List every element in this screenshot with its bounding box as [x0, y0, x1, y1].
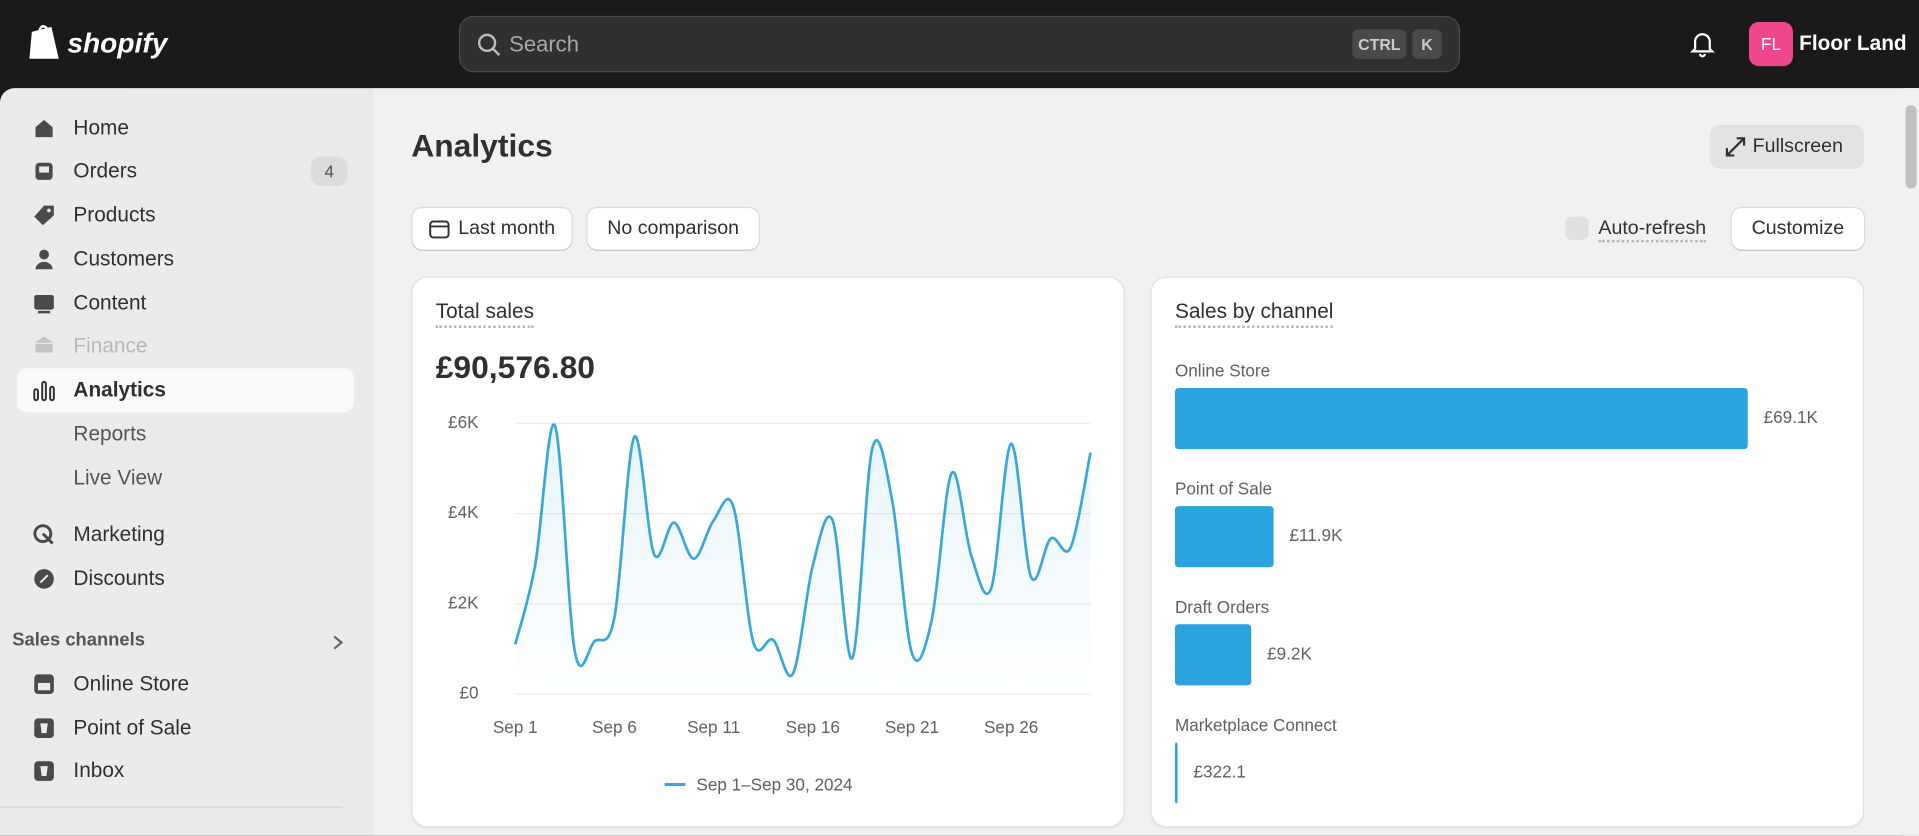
x-tick-label: Sep 11 [687, 717, 740, 737]
x-tick-label: Sep 16 [786, 717, 840, 737]
shortcut-key: CTRL [1352, 29, 1407, 59]
nav-subitem[interactable]: Live View [73, 466, 163, 490]
button-label: Fullscreen [1752, 135, 1843, 157]
scrollbar [1903, 88, 1919, 836]
search-icon [477, 33, 501, 56]
icon-pos [34, 718, 54, 739]
icon-orders [35, 162, 53, 180]
icon-products [34, 205, 54, 226]
category-label: Marketplace Connect [1175, 715, 1337, 735]
logo-text: shopify [67, 26, 168, 59]
x-tick-label: Sep 6 [592, 717, 637, 737]
y-tick-label: £6K [448, 412, 479, 432]
nav-item[interactable]: Customers [73, 247, 175, 271]
comparison-button[interactable]: No comparison [587, 208, 759, 250]
checkbox-label[interactable]: Auto-refresh [1598, 218, 1707, 243]
button-label: Last month [458, 217, 556, 239]
icon-home [35, 119, 53, 138]
value-label: £69.1K [1764, 407, 1819, 427]
bar [1174, 624, 1252, 686]
search-placeholder: Search [509, 31, 579, 57]
icon-marketing [33, 524, 54, 545]
total-value: £90,576.80 [435, 348, 595, 386]
bar [1174, 742, 1178, 804]
category-label: Online Store [1175, 361, 1270, 381]
button-label: No comparison [607, 217, 739, 239]
scrollbar-thumb[interactable] [1905, 105, 1917, 189]
icon-discounts [34, 569, 54, 589]
expand-icon [1725, 137, 1746, 157]
nav-item[interactable]: Marketing [73, 522, 165, 546]
badge: 4 [310, 156, 348, 187]
checkbox[interactable] [1565, 216, 1589, 240]
nav-item[interactable]: Orders [73, 159, 138, 183]
logo-icon [29, 25, 59, 59]
y-tick-label: £2K [448, 592, 479, 612]
avatar[interactable]: FL [1748, 22, 1794, 67]
divider [0, 806, 343, 808]
x-tick-label: Sep 26 [984, 717, 1038, 737]
card-title[interactable]: Total sales [435, 300, 535, 329]
bar [1174, 506, 1274, 568]
date-button[interactable]: Last month [412, 208, 572, 250]
nav-item[interactable]: Online Store [73, 671, 190, 696]
icon-finance [34, 336, 54, 353]
customize-button[interactable]: Customize [1731, 208, 1864, 250]
value-label: £322.1 [1194, 761, 1246, 781]
card-title[interactable]: Sales by channel [1174, 300, 1334, 329]
value-label: £11.9K [1289, 525, 1343, 545]
nav-item: Finance [73, 334, 148, 358]
store-name[interactable]: Floor Land [1799, 31, 1907, 56]
nav-item[interactable]: Point of Sale [73, 715, 192, 740]
fullscreen-button[interactable]: Fullscreen [1709, 124, 1864, 169]
y-tick-label: £4K [448, 502, 479, 522]
nav-item[interactable]: Content [73, 291, 147, 315]
nav-item[interactable]: Discounts [73, 566, 165, 590]
nav-item[interactable]: Inbox [73, 758, 125, 783]
area-fill [515, 424, 1091, 694]
value-label: £9.2K [1267, 643, 1312, 663]
x-tick-label: Sep 21 [885, 717, 939, 737]
legend-label: Sep 1–Sep 30, 2024 [696, 774, 853, 794]
shortcut-key: K [1412, 29, 1442, 59]
nav-selected [17, 368, 354, 413]
calendar-icon [429, 220, 451, 239]
page-title: Analytics [411, 127, 553, 165]
section-title: Sales channels [12, 629, 145, 651]
sidebar [0, 88, 373, 836]
bar [1174, 387, 1748, 450]
icon-inbox [34, 761, 54, 781]
nav-item[interactable]: Analytics [73, 378, 166, 402]
bell-icon[interactable] [1689, 31, 1716, 58]
line [513, 423, 1092, 678]
nav-subitem[interactable]: Reports [73, 422, 147, 446]
nav-item[interactable]: Home [73, 116, 129, 140]
search-box[interactable]: Search CTRL K [458, 15, 1461, 73]
icon-customers [35, 249, 53, 270]
category-label: Draft Orders [1175, 597, 1269, 617]
chevron[interactable] [330, 634, 345, 651]
category-label: Point of Sale [1175, 479, 1272, 499]
icon-content [34, 294, 54, 314]
icon-analytics [33, 380, 55, 402]
y-tick-label: £0 [459, 682, 478, 702]
icon-online-store [34, 674, 54, 694]
button-label: Customize [1751, 217, 1845, 239]
nav-item[interactable]: Products [73, 203, 156, 227]
x-tick-label: Sep 1 [493, 717, 538, 737]
